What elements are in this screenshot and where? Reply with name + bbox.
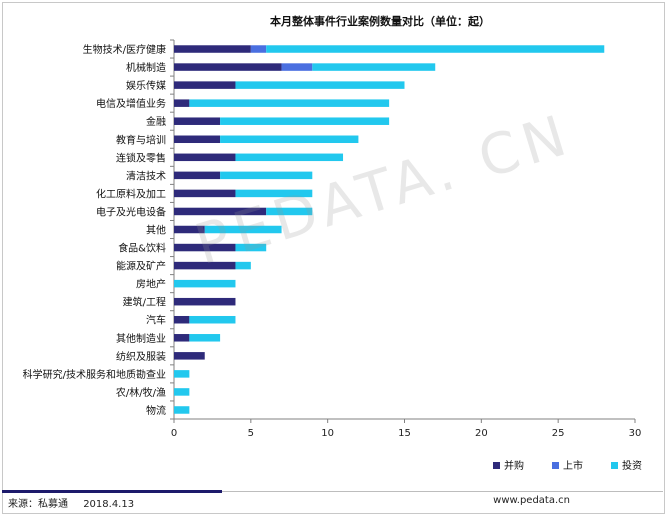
legend-label: 投资	[622, 459, 642, 472]
legend-label: 并购	[504, 459, 524, 472]
bar-segment	[266, 207, 313, 216]
category-label: 娱乐传媒	[126, 79, 166, 92]
bar-segment	[174, 225, 205, 234]
bar-segment	[174, 406, 190, 414]
bar-segment	[250, 45, 267, 53]
date-text: 2018.4.13	[83, 499, 135, 510]
bar-segment	[174, 45, 251, 53]
bar-segment	[204, 225, 282, 234]
category-label: 连锁及零售	[116, 151, 166, 164]
legend-swatch	[611, 462, 618, 469]
bar-segment	[174, 189, 236, 198]
category-label: 食品&饮料	[118, 242, 166, 255]
bar-segment	[220, 171, 313, 180]
category-label: 农/林/牧/渔	[116, 386, 166, 399]
plot-area: 0 5 10 15 20 25 30 生物技术/医疗健康机械制造娱乐传媒电信及增值业务金融教育…	[23, 39, 642, 439]
category-label: 建筑/工程	[123, 296, 166, 309]
bar-segment	[174, 117, 221, 125]
bar-segment	[281, 63, 313, 71]
category-label: 清洁技术	[126, 169, 166, 182]
website-link[interactable]: www.pedata.cn	[493, 495, 570, 506]
category-label: 电子及光电设备	[96, 205, 166, 218]
bar-segment	[235, 189, 313, 198]
category-label: 金融	[146, 115, 166, 128]
bar-segment	[312, 63, 436, 71]
bar-segment	[174, 135, 221, 144]
category-label: 电信及增值业务	[96, 97, 166, 110]
bar-segment	[174, 153, 236, 162]
bar-segment	[174, 99, 190, 107]
chart-title: 本月整体事件行业案例数量对比（单位：起）	[270, 14, 490, 28]
bar-segment	[220, 135, 359, 144]
category-label: 机械制造	[126, 61, 166, 74]
category-label: 教育与培训	[116, 133, 166, 146]
bar-segment	[174, 81, 236, 89]
category-label: 能源及矿产	[116, 260, 166, 273]
bar-segment	[174, 171, 221, 180]
bar-segment	[174, 63, 282, 71]
bar-segment	[220, 117, 390, 125]
bar-segment	[235, 261, 251, 270]
bar-segment	[189, 99, 390, 107]
bar-segment	[174, 315, 190, 324]
x-tick-label: 15	[398, 428, 411, 439]
category-label: 纺织及服装	[116, 350, 166, 363]
category-label: 化工原料及加工	[96, 187, 166, 200]
category-label: 其他	[146, 224, 166, 237]
category-label: 房地产	[136, 278, 166, 291]
x-tick-label: 30	[629, 428, 642, 439]
bar-segment	[174, 243, 236, 252]
bar-segment	[189, 315, 236, 324]
bar-segment	[174, 261, 236, 270]
x-tick-label: 10	[321, 428, 334, 439]
x-tick-label: 25	[552, 428, 565, 439]
bar-segment	[189, 334, 221, 342]
footer-source: 来源：私募通 2018.4.13	[8, 495, 146, 510]
legend-swatch	[552, 462, 559, 469]
x-tick-label: 0	[171, 428, 177, 439]
bar-segment	[266, 45, 605, 53]
bar-segment	[174, 352, 205, 360]
bar-segment	[174, 334, 190, 342]
x-tick-label: 20	[475, 428, 488, 439]
footer-accent-bar	[2, 490, 222, 493]
category-label: 生物技术/医疗健康	[83, 43, 166, 56]
category-label: 其他制造业	[116, 332, 166, 345]
category-label: 物流	[146, 404, 166, 417]
legend-label: 上市	[563, 459, 583, 472]
bar-segment	[174, 388, 190, 396]
footer-divider	[2, 491, 663, 492]
bar-segment	[174, 297, 236, 306]
bar-segment	[235, 243, 267, 252]
bar-segment	[235, 153, 344, 162]
category-label: 汽车	[146, 314, 166, 327]
bar-segment	[174, 279, 236, 288]
source-text: 来源：私募通	[8, 499, 68, 510]
category-label: 科学研究/技术服务和地质勘查业	[23, 368, 166, 381]
x-tick-label: 5	[248, 428, 254, 439]
bar-segment	[174, 370, 190, 378]
bar-segment	[235, 81, 405, 89]
legend-swatch	[493, 462, 500, 469]
legend: 并购 上市 投资	[493, 459, 642, 472]
bar-segment	[174, 207, 267, 216]
